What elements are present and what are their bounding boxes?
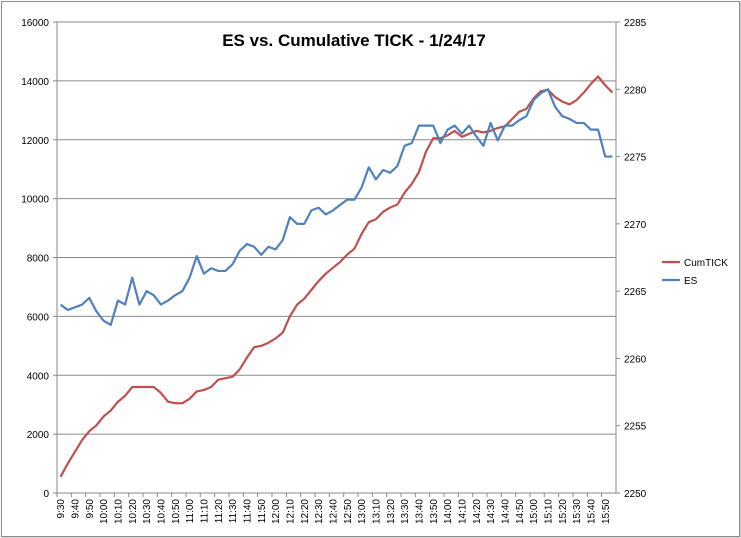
x-tick-label: 10:00 bbox=[99, 499, 110, 524]
chart-title: ES vs. Cumulative TICK - 1/24/17 bbox=[222, 31, 486, 50]
right-tick-label: 2265 bbox=[624, 287, 647, 298]
left-tick-label: 12000 bbox=[21, 136, 49, 147]
series-line-es bbox=[59, 88, 613, 326]
x-tick-label: 9:50 bbox=[85, 499, 96, 519]
right-tick-label: 2280 bbox=[624, 85, 647, 96]
legend-label: CumTICK bbox=[684, 258, 728, 269]
x-tick-label: 13:50 bbox=[429, 499, 440, 524]
x-tick-label: 11:10 bbox=[199, 499, 210, 524]
x-axis-ticks: 9:30 9:40 9:50 10:00 10:10 10:20 10:30 10:40 10:… bbox=[56, 493, 612, 524]
right-axis-ticks: 2250 2255 2260 2265 2270 2275 2280 2285 bbox=[616, 18, 647, 500]
x-tick-label: 14:50 bbox=[515, 499, 526, 524]
left-tick-label: 16000 bbox=[21, 18, 49, 29]
x-tick-label: 15:50 bbox=[601, 499, 612, 524]
x-tick-label: 12:20 bbox=[300, 499, 311, 524]
x-tick-label: 10:50 bbox=[171, 499, 182, 524]
x-tick-label: 12:00 bbox=[271, 499, 282, 524]
x-tick-label: 14:40 bbox=[500, 499, 511, 524]
legend: CumTICK ES bbox=[662, 258, 728, 287]
x-tick-label: 11:50 bbox=[257, 499, 268, 524]
x-tick-label: 15:20 bbox=[558, 499, 569, 524]
x-tick-label: 12:40 bbox=[328, 499, 339, 524]
right-tick-label: 2260 bbox=[624, 354, 647, 365]
series-group bbox=[59, 75, 614, 478]
x-tick-label: 11:20 bbox=[214, 499, 225, 524]
x-tick-label: 13:40 bbox=[414, 499, 425, 524]
x-tick-label: 10:10 bbox=[113, 499, 124, 524]
x-tick-label: 15:30 bbox=[572, 499, 583, 524]
x-tick-label: 11:40 bbox=[242, 499, 253, 524]
x-tick-label: 9:40 bbox=[70, 499, 81, 519]
right-tick-label: 2250 bbox=[624, 489, 647, 500]
x-tick-label: 12:30 bbox=[314, 499, 325, 524]
x-tick-label: 14:10 bbox=[457, 499, 468, 524]
x-tick-label: 15:00 bbox=[529, 499, 540, 524]
x-tick-label: 9:30 bbox=[56, 499, 67, 519]
left-tick-label: 10000 bbox=[21, 195, 49, 206]
x-tick-label: 13:20 bbox=[386, 499, 397, 524]
right-tick-label: 2275 bbox=[624, 153, 647, 164]
x-tick-label: 13:30 bbox=[400, 499, 411, 524]
x-tick-label: 13:00 bbox=[357, 499, 368, 524]
x-tick-label: 15:40 bbox=[586, 499, 597, 524]
x-tick-label: 12:10 bbox=[285, 499, 296, 524]
x-tick-label: 13:10 bbox=[371, 499, 382, 524]
left-tick-label: 4000 bbox=[27, 371, 50, 382]
x-tick-label: 11:30 bbox=[228, 499, 239, 524]
legend-label: ES bbox=[684, 276, 698, 287]
gridlines bbox=[57, 21, 616, 494]
right-tick-label: 2255 bbox=[624, 422, 647, 433]
left-axis-ticks: 0 2000 4000 6000 8000 10000 12000 14000 16000 bbox=[21, 18, 57, 500]
x-tick-label: 14:00 bbox=[443, 499, 454, 524]
x-tick-label: 14:20 bbox=[472, 499, 483, 524]
series-line-cumtick bbox=[59, 75, 614, 478]
x-tick-label: 10:30 bbox=[142, 499, 153, 524]
x-tick-label: 15:10 bbox=[543, 499, 554, 524]
left-tick-label: 14000 bbox=[21, 77, 49, 88]
left-tick-label: 2000 bbox=[27, 430, 50, 441]
x-tick-label: 10:20 bbox=[128, 499, 139, 524]
x-tick-label: 14:30 bbox=[486, 499, 497, 524]
right-tick-label: 2270 bbox=[624, 220, 647, 231]
right-tick-label: 2285 bbox=[624, 18, 647, 29]
x-tick-label: 11:00 bbox=[185, 499, 196, 524]
x-tick-label: 12:50 bbox=[343, 499, 354, 524]
left-tick-label: 8000 bbox=[27, 254, 50, 265]
left-tick-label: 6000 bbox=[27, 312, 50, 323]
x-tick-label: 10:40 bbox=[156, 499, 167, 524]
left-tick-label: 0 bbox=[43, 489, 49, 500]
